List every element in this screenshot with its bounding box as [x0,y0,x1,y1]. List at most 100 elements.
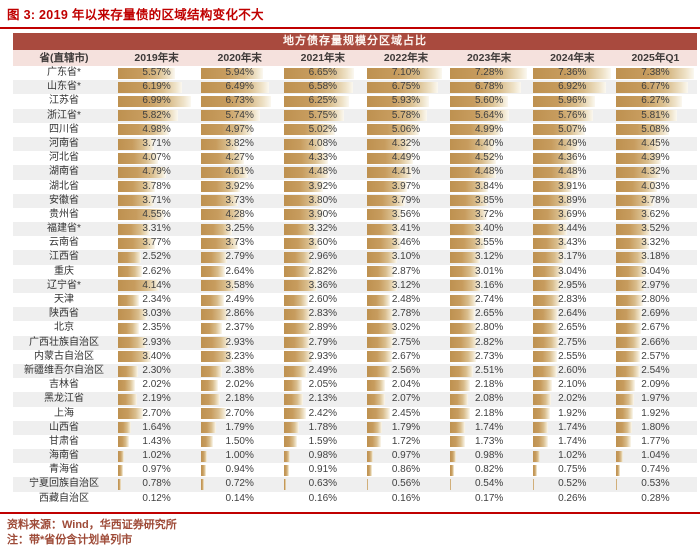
data-bar [283,351,312,363]
data-bar [533,110,594,122]
value-label: 2.37% [225,322,254,334]
value-cell: 3.80% [281,194,364,208]
value-label: 2.54% [641,364,670,376]
value-cell: 2.35% [115,321,198,335]
value-label: 3.78% [142,180,171,192]
value-label: 2.65% [558,322,587,334]
value-label: 0.56% [391,478,421,490]
data-bar [366,95,429,107]
value-cell: 7.36% [531,66,614,80]
value-label: 4.52% [474,152,504,164]
data-bar [533,252,564,264]
value-label: 7.28% [474,67,504,78]
value-label: 3.92% [225,180,254,192]
value-label: 5.60% [474,95,504,107]
value-label: 1.74% [558,421,587,433]
value-cell: 3.71% [115,194,198,208]
data-bar [200,379,219,391]
value-cell: 1.74% [531,421,614,435]
value-label: 0.98% [308,450,338,462]
value-label: 3.23% [225,350,254,362]
table-row: 吉林省 2.02% 2.02% 2.05% 2.04% 2.18% 2.10% 2.09% [13,378,697,392]
data-bar [450,152,496,164]
value-cell: 3.46% [364,236,447,250]
value-cell: 3.12% [448,250,531,264]
value-label: 2.95% [558,279,587,291]
data-bar [117,422,131,434]
value-cell: 2.97% [614,279,697,293]
value-label: 0.98% [474,450,504,462]
value-cell: 2.07% [364,392,447,406]
value-cell: 2.89% [281,321,364,335]
data-bar [533,379,552,391]
data-bar [366,337,393,349]
value-label: 2.60% [558,364,587,376]
value-cell: 3.18% [614,250,697,264]
data-bar [117,464,124,476]
value-label: 0.75% [558,464,587,476]
value-cell: 3.91% [531,180,614,194]
data-bar [283,124,336,136]
value-cell: 4.32% [614,165,697,179]
value-label: 3.62% [641,208,670,220]
value-label: 2.13% [308,393,338,405]
data-bar [616,181,657,193]
data-bar [533,365,558,377]
data-bar [366,280,398,292]
value-label: 2.96% [308,251,338,263]
table-row: 宁夏回族自治区 0.78% 0.72% 0.63% 0.56% 0.54% 0.52% 0.5… [13,477,697,492]
value-cell: 2.75% [531,336,614,350]
value-cell: 4.36% [531,151,614,165]
data-bar [366,138,411,150]
province-cell: 海南省 [49,450,79,462]
value-cell: 4.48% [531,165,614,179]
data-bar [117,379,136,391]
value-cell: 2.19% [115,392,198,406]
province-cell: 湖北省 [49,180,79,192]
table-row: 云南省 3.77% 3.73% 3.60% 3.46% 3.55% 3.43% 3.32% [13,236,697,250]
period-column-header: 2024年末 [550,52,595,64]
value-label: 0.78% [142,478,171,490]
value-cell: 2.13% [281,392,364,406]
value-label: 2.87% [391,265,421,277]
data-bar [200,166,248,178]
value-cell: 3.44% [531,222,614,236]
value-label: 0.91% [308,464,338,476]
value-label: 1.02% [558,450,587,462]
province-cell: 北京 [54,322,74,334]
table-row: 江苏省 6.99% 6.73% 6.25% 5.93% 5.60% 5.96% 6.27% [13,94,697,108]
value-cell: 1.73% [448,435,531,449]
value-cell: 2.93% [281,350,364,364]
data-bar [616,81,688,93]
source-note: 资料来源：Wind，华西证券研究所 [7,519,177,531]
value-cell: 5.75% [281,109,364,123]
value-cell: 6.19% [115,80,198,94]
value-cell: 3.16% [448,279,531,293]
value-label: 0.86% [391,464,421,476]
data-bar [616,422,632,434]
value-label: 6.25% [308,95,338,107]
province-cell: 西藏自治区 [39,492,89,504]
data-bar [200,422,216,434]
data-bar [450,166,496,178]
data-bar [283,110,344,122]
value-label: 3.16% [474,279,504,291]
data-bar [366,166,412,178]
value-cell: 2.80% [614,293,697,307]
data-bar [366,422,383,434]
data-bar [200,308,228,320]
value-label: 3.12% [391,279,421,291]
value-cell: 7.28% [448,66,531,80]
value-cell: 2.38% [198,364,281,378]
data-bar [366,124,419,136]
value-label: 3.18% [641,251,670,263]
data-bar [283,152,328,164]
value-cell: 4.79% [115,165,198,179]
data-bar [616,280,645,292]
value-cell: 2.54% [614,364,697,378]
table-row: 海南省 1.02% 1.00% 0.98% 0.97% 0.98% 1.02% 1.04% [13,449,697,464]
value-cell: 2.64% [198,265,281,279]
data-bar [533,237,567,249]
value-cell: 2.79% [281,336,364,350]
value-label: 0.54% [474,478,504,490]
